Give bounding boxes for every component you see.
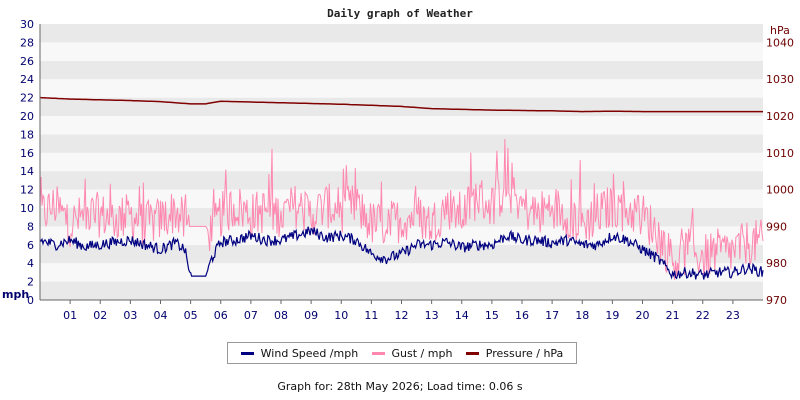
x-tick-label: 02: [93, 309, 107, 322]
left-tick-label: 8: [27, 220, 34, 233]
grid-band: [40, 244, 763, 264]
right-tick-label: 1010: [766, 147, 794, 160]
legend-item-wind: Wind Speed /mph: [240, 346, 359, 360]
wind-swatch-icon: [240, 351, 254, 355]
wind-series-line: [39, 226, 764, 280]
x-tick-label: 21: [666, 309, 680, 322]
chart-title: Daily graph of Weather: [327, 7, 473, 20]
axes-layer: 0246810121416182022242628309709809901000…: [20, 18, 794, 322]
footer-status: Graph for: 28th May 2026; Load time: 0.0…: [277, 380, 523, 393]
grid-band: [40, 116, 763, 135]
grid-band: [40, 189, 763, 208]
grid-band: [40, 24, 763, 43]
pressure-series-layer: [39, 96, 763, 113]
right-tick-label: 1020: [766, 110, 794, 123]
legend: Wind Speed /mph Gust / mph Pressure / hP…: [227, 342, 577, 364]
x-tick-label: 22: [696, 309, 710, 322]
gust-series-line: [39, 138, 764, 280]
x-tick-label: 16: [515, 309, 529, 322]
grid-band: [40, 171, 763, 190]
x-tick-label: 01: [63, 309, 77, 322]
x-tick-label: 08: [274, 309, 288, 322]
legend-label-wind: Wind Speed /mph: [260, 346, 359, 360]
left-tick-label: 18: [20, 128, 34, 141]
right-tick-label: 980: [766, 257, 787, 270]
grid-band: [40, 152, 763, 172]
x-tick-label: 07: [244, 309, 258, 322]
legend-label-gust: Gust / mph: [391, 346, 453, 360]
wind-series-layer: [39, 226, 764, 280]
left-tick-label: 10: [20, 202, 34, 215]
right-tick-label: 1030: [766, 73, 794, 86]
left-tick-label: 24: [20, 73, 34, 86]
x-tick-label: 05: [184, 309, 198, 322]
x-tick-label: 20: [636, 309, 650, 322]
x-tick-label: 13: [425, 309, 439, 322]
x-tick-label: 10: [334, 309, 348, 322]
grid-band: [40, 263, 763, 282]
right-tick-label: 1040: [766, 36, 794, 49]
right-tick-label: 1000: [766, 184, 794, 197]
x-tick-label: 04: [154, 309, 168, 322]
x-tick-label: 14: [455, 309, 469, 322]
x-tick-label: 12: [395, 309, 409, 322]
left-tick-label: 12: [20, 184, 34, 197]
pressure-series-line: [39, 96, 763, 113]
x-tick-label: 15: [485, 309, 499, 322]
x-tick-label: 23: [726, 309, 740, 322]
left-tick-label: 22: [20, 92, 34, 105]
grid-band: [40, 60, 763, 80]
x-tick-label: 03: [123, 309, 137, 322]
grid-band: [40, 134, 763, 153]
legend-label-pressure: Pressure / hPa: [485, 346, 564, 360]
right-axis-title: hPa: [770, 24, 790, 37]
left-tick-label: 4: [27, 257, 34, 270]
right-tick-label: 990: [766, 220, 787, 233]
left-tick-label: 28: [20, 36, 34, 49]
x-tick-label: 06: [214, 309, 228, 322]
right-tick-label: 970: [766, 294, 787, 307]
x-tick-label: 19: [605, 309, 619, 322]
x-tick-label: 09: [304, 309, 318, 322]
grid-band: [40, 79, 763, 98]
x-tick-label: 18: [575, 309, 589, 322]
left-tick-label: 16: [20, 147, 34, 160]
left-tick-label: 6: [27, 239, 34, 252]
gust-swatch-icon: [371, 351, 385, 355]
legend-item-pressure: Pressure / hPa: [465, 346, 564, 360]
left-tick-label: 0: [27, 294, 34, 307]
grid-band: [40, 281, 763, 300]
legend-item-gust: Gust / mph: [371, 346, 453, 360]
left-tick-label: 30: [20, 18, 34, 31]
left-axis-title: mph: [2, 288, 29, 301]
x-tick-label: 11: [364, 309, 378, 322]
x-tick-label: 17: [545, 309, 559, 322]
left-tick-label: 2: [27, 276, 34, 289]
grid-band: [40, 42, 763, 61]
left-tick-label: 20: [20, 110, 34, 123]
gust-series-layer: [39, 138, 764, 280]
pressure-swatch-icon: [465, 351, 479, 355]
left-tick-label: 14: [20, 165, 34, 178]
left-tick-label: 26: [20, 55, 34, 68]
